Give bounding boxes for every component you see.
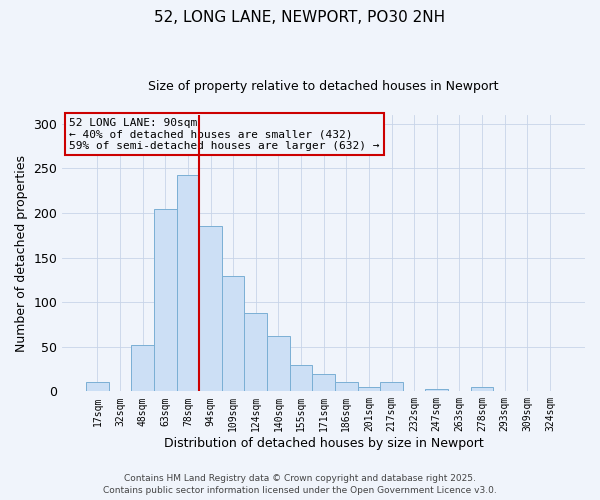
Bar [358, 387, 380, 392]
Bar [86, 382, 109, 392]
Bar [222, 276, 244, 392]
Title: Size of property relative to detached houses in Newport: Size of property relative to detached ho… [148, 80, 499, 93]
X-axis label: Distribution of detached houses by size in Newport: Distribution of detached houses by size … [164, 437, 484, 450]
Bar [290, 366, 313, 392]
Bar [471, 387, 493, 392]
Bar [313, 374, 335, 392]
Bar [335, 382, 358, 392]
Bar [131, 345, 154, 392]
Bar [154, 210, 176, 392]
Bar [267, 336, 290, 392]
Bar [425, 388, 448, 392]
Text: Contains HM Land Registry data © Crown copyright and database right 2025.
Contai: Contains HM Land Registry data © Crown c… [103, 474, 497, 495]
Bar [199, 226, 222, 392]
Text: 52 LONG LANE: 90sqm
← 40% of detached houses are smaller (432)
59% of semi-detac: 52 LONG LANE: 90sqm ← 40% of detached ho… [69, 118, 380, 151]
Bar [244, 313, 267, 392]
Text: 52, LONG LANE, NEWPORT, PO30 2NH: 52, LONG LANE, NEWPORT, PO30 2NH [154, 10, 446, 25]
Bar [176, 174, 199, 392]
Bar [380, 382, 403, 392]
Y-axis label: Number of detached properties: Number of detached properties [15, 154, 28, 352]
